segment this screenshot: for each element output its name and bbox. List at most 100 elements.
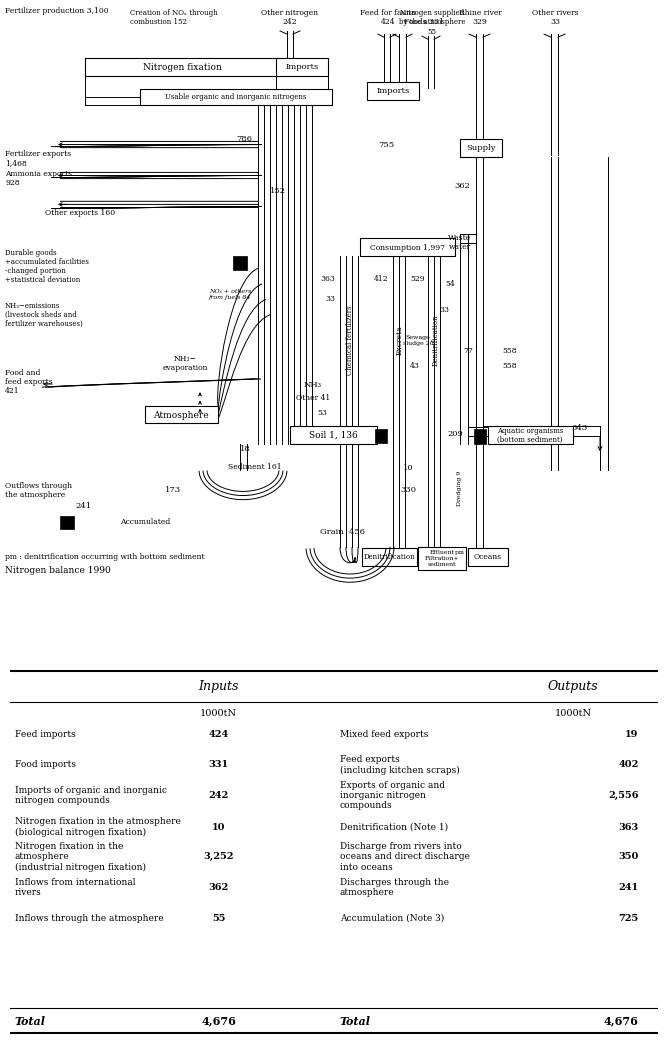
Text: Nitrogen fixation in the atmosphere
(biological nitrogen fixation): Nitrogen fixation in the atmosphere (bio… (15, 817, 181, 837)
Text: 10: 10 (403, 464, 413, 472)
Text: 241: 241 (75, 501, 91, 510)
Text: Feed imports: Feed imports (15, 730, 75, 738)
Text: Fertilizer exports
1,468: Fertilizer exports 1,468 (5, 150, 71, 168)
Text: 241: 241 (619, 883, 639, 892)
Text: Consumption 1,997: Consumption 1,997 (369, 243, 444, 252)
Text: Creation of NOₓ through
combustion 152: Creation of NOₓ through combustion 152 (130, 9, 218, 26)
Text: 362: 362 (208, 883, 228, 892)
Text: Feed for fauna
424: Feed for fauna 424 (360, 9, 416, 26)
Text: 2,556: 2,556 (608, 791, 639, 800)
Text: Other nitrogen
242: Other nitrogen 242 (261, 9, 319, 26)
Text: 7: 7 (463, 347, 468, 355)
Bar (468, 549, 508, 565)
Text: 362: 362 (454, 181, 470, 190)
Text: 54: 54 (445, 280, 455, 287)
Text: pm: pm (455, 550, 465, 555)
Text: Rhine river
329: Rhine river 329 (458, 9, 502, 26)
Text: Accumulation (Note 3): Accumulation (Note 3) (340, 914, 444, 922)
Text: pm : denitrification occurring with bottom sediment: pm : denitrification occurring with bott… (5, 554, 204, 561)
Bar (145, 406, 218, 423)
Text: Other exports 160: Other exports 160 (45, 209, 115, 216)
Text: Accumulated: Accumulated (120, 518, 170, 527)
Text: NH₃−emissions
(livestock sheds and
fertilizer warehouses): NH₃−emissions (livestock sheds and ferti… (5, 302, 83, 328)
Text: Nitrogen fixation in the
atmosphere
(industrial nitrogen fixation): Nitrogen fixation in the atmosphere (ind… (15, 842, 146, 872)
Text: Outputs: Outputs (547, 680, 598, 693)
Text: Soil 1, 136: Soil 1, 136 (309, 431, 357, 441)
Text: 343: 343 (572, 425, 588, 432)
Text: Food imports: Food imports (15, 761, 76, 770)
Text: 350: 350 (618, 853, 639, 861)
Text: 363: 363 (320, 275, 335, 283)
Text: Excreta: Excreta (396, 326, 404, 356)
Text: Nitrogen supplied
by the atmosphere
55: Nitrogen supplied by the atmosphere 55 (399, 9, 465, 36)
Text: Total: Total (340, 1015, 371, 1027)
Bar (140, 89, 332, 105)
Text: Imports: Imports (376, 87, 409, 94)
Text: Inflows through the atmosphere: Inflows through the atmosphere (15, 914, 164, 922)
Text: 55: 55 (212, 914, 225, 922)
Text: Imports of organic and inorganic
nitrogen compounds: Imports of organic and inorganic nitroge… (15, 786, 167, 806)
Bar (488, 426, 573, 444)
Bar (85, 58, 280, 77)
Text: 412: 412 (373, 275, 388, 283)
Bar (233, 256, 247, 271)
Bar (290, 426, 377, 444)
Text: Foods 331: Foods 331 (404, 18, 444, 25)
Text: Effluent
Filtration+
sediment: Effluent Filtration+ sediment (425, 551, 460, 566)
Bar (276, 58, 328, 77)
Text: 173: 173 (165, 487, 181, 494)
Text: Usable organic and inorganic nitrogens: Usable organic and inorganic nitrogens (165, 93, 307, 101)
Text: Total: Total (15, 1015, 46, 1027)
Text: Grain  456: Grain 456 (320, 528, 365, 536)
Text: Aquatic organisms
(bottom sediment): Aquatic organisms (bottom sediment) (497, 427, 563, 444)
Text: Nitrogen fixation: Nitrogen fixation (142, 63, 221, 71)
Text: Sediment 161: Sediment 161 (228, 463, 282, 471)
Text: 10: 10 (212, 822, 225, 832)
Text: 755: 755 (378, 141, 394, 149)
Text: 242: 242 (208, 791, 228, 800)
Text: Nitrogen balance 1990: Nitrogen balance 1990 (5, 566, 111, 576)
Text: 1000tN: 1000tN (200, 709, 237, 719)
Text: 53: 53 (317, 409, 327, 416)
Text: 33: 33 (439, 305, 449, 314)
Bar (360, 238, 455, 256)
Text: Durable goods
+accumulated facilities
-changed portion
+statistical deviation: Durable goods +accumulated facilities -c… (5, 249, 89, 284)
Text: Dredging 9: Dredging 9 (456, 471, 462, 506)
Text: 152: 152 (270, 187, 286, 195)
Bar (362, 549, 417, 565)
Text: Mixed feed exports: Mixed feed exports (340, 730, 428, 738)
Text: 19: 19 (625, 730, 639, 738)
Bar (418, 548, 466, 570)
Text: Food and
feed exports
421: Food and feed exports 421 (5, 369, 53, 395)
Text: Waste
water: Waste water (448, 234, 472, 251)
Text: 33: 33 (325, 296, 335, 303)
Text: Denitrification: Denitrification (363, 554, 415, 561)
Text: Fertilizer production 3,100: Fertilizer production 3,100 (5, 7, 109, 16)
Text: Ammonia exports
928: Ammonia exports 928 (5, 170, 72, 187)
Text: 786: 786 (236, 135, 252, 144)
Text: 3,252: 3,252 (203, 853, 234, 861)
Text: Discharge from rivers into
oceans and direct discharge
into oceans: Discharge from rivers into oceans and di… (340, 842, 470, 872)
Bar (60, 516, 74, 529)
Text: Exports of organic and
inorganic nitrogen
compounds: Exports of organic and inorganic nitroge… (340, 780, 445, 811)
Text: NH₃: NH₃ (304, 381, 322, 389)
Text: Inflows from international
rivers: Inflows from international rivers (15, 878, 136, 897)
Text: Feed exports
(including kitchen scraps): Feed exports (including kitchen scraps) (340, 755, 460, 775)
Text: 330: 330 (400, 487, 416, 494)
Bar (375, 429, 387, 443)
Text: Denitrification: Denitrification (432, 315, 440, 366)
Text: Supply: Supply (466, 144, 496, 152)
Text: 424: 424 (208, 730, 228, 738)
Text: 43: 43 (410, 363, 420, 370)
Bar (367, 82, 419, 100)
Text: Sewage
sludge 20: Sewage sludge 20 (403, 336, 434, 346)
Text: Other 41: Other 41 (296, 394, 330, 403)
Text: 558: 558 (503, 347, 517, 355)
Text: NH₃−
evaporation: NH₃− evaporation (162, 355, 208, 372)
Text: 4,676: 4,676 (604, 1015, 639, 1027)
Text: Oceans: Oceans (474, 554, 502, 561)
Text: Chemical fertilizers: Chemical fertilizers (346, 306, 354, 376)
Text: 209: 209 (447, 430, 463, 437)
Text: 7: 7 (468, 347, 472, 355)
Text: 529: 529 (410, 275, 425, 283)
